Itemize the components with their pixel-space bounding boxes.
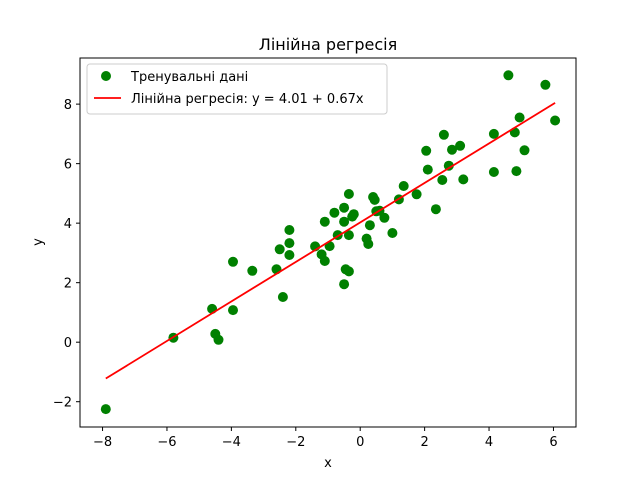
scatter-point: [284, 250, 295, 260]
scatter-point: [488, 128, 499, 139]
scatter-point: [247, 265, 258, 276]
scatter-point: [437, 175, 448, 185]
chart-title: Лінійна регресія: [259, 35, 397, 54]
scatter-point: [438, 129, 449, 140]
scatter-point: [379, 212, 390, 223]
scatter-point: [422, 164, 433, 175]
scatter-point: [447, 144, 457, 155]
scatter-point: [411, 189, 422, 200]
scatter-point: [343, 266, 354, 277]
scatter-point: [519, 145, 530, 156]
y-tick-label: 0: [64, 336, 72, 351]
scatter-point: [511, 166, 522, 177]
scatter-point: [443, 160, 454, 171]
scatter-point: [213, 334, 224, 345]
scatter-point: [339, 279, 350, 290]
legend-box: [86, 63, 388, 115]
scatter-point: [274, 244, 285, 255]
scatter-point: [458, 174, 469, 185]
x-tick-label: −4: [222, 435, 241, 450]
scatter-point: [277, 292, 288, 302]
scatter-point: [387, 228, 398, 238]
x-tick-label: −2: [286, 435, 305, 450]
legend-marker-scatter: [101, 71, 111, 81]
x-tick-label: −8: [93, 435, 112, 450]
y-tick-label: −2: [53, 396, 72, 411]
scatter-point: [363, 239, 374, 249]
scatter-point: [488, 167, 499, 177]
y-tick-label: 2: [64, 277, 72, 292]
y-axis-label: y: [31, 238, 46, 246]
scatter-point: [430, 204, 441, 215]
y-tick-label: 8: [64, 98, 72, 113]
scatter-point: [319, 256, 330, 266]
scatter-point: [329, 207, 340, 218]
scatter-point: [398, 181, 409, 191]
scatter-point: [343, 230, 354, 241]
scatter-point: [228, 305, 238, 316]
plot-area: [100, 70, 561, 415]
y-tick-label: 6: [64, 158, 72, 173]
scatter-point: [540, 79, 551, 90]
scatter-point: [455, 140, 466, 151]
scatter-point: [514, 112, 525, 123]
scatter-point: [550, 115, 561, 126]
scatter-point: [421, 145, 432, 156]
scatter-point: [284, 225, 295, 235]
x-tick-label: 0: [356, 435, 364, 450]
scatter-point: [319, 216, 330, 227]
scatter-point: [100, 404, 111, 415]
scatter-point: [503, 70, 514, 81]
scatter-point: [284, 238, 295, 249]
x-tick-label: 4: [485, 435, 493, 450]
axes-frame: [79, 57, 577, 428]
scatter-point: [339, 202, 350, 213]
scatter-point: [228, 256, 238, 267]
x-tick-label: −6: [157, 435, 176, 450]
scatter-point: [364, 220, 375, 231]
x-axis-label: x: [324, 456, 332, 471]
scatter-point: [369, 194, 380, 205]
regression-line: [105, 102, 556, 380]
y-axis-ticks: −2 0 2 4 6 8: [53, 98, 80, 411]
scatter-point: [343, 189, 354, 199]
legend-label-scatter: Тренувальні дані: [130, 70, 248, 85]
x-tick-label: 2: [420, 435, 428, 450]
legend-label-line: Лінійна регресія: y = 4.01 + 0.67x: [131, 92, 364, 107]
x-tick-label: 6: [549, 435, 557, 450]
x-axis-ticks: −8 −6 −4 −2 0 2 4 6: [93, 427, 558, 450]
legend: Тренувальні дані Лінійна регресія: y = 4…: [86, 63, 388, 115]
y-tick-label: 4: [64, 217, 72, 232]
scatter-point: [348, 209, 359, 220]
scatter-point: [339, 216, 350, 227]
